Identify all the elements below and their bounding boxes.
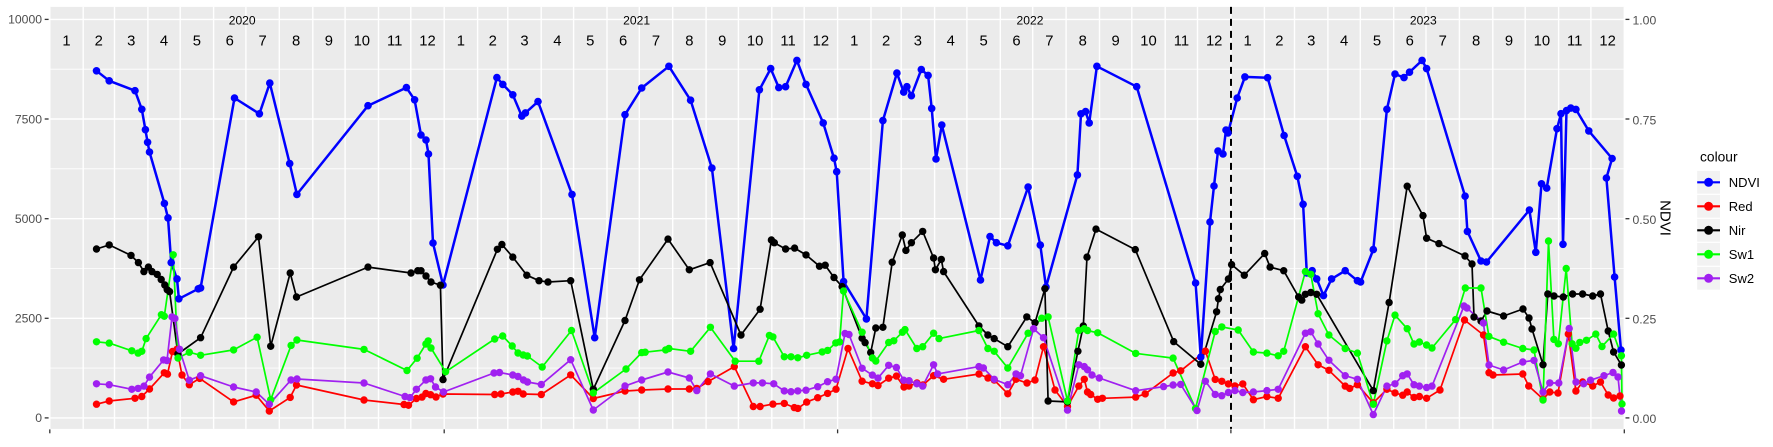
svg-text:7: 7 [652,34,660,50]
svg-text:1: 1 [62,34,70,50]
svg-text:8: 8 [1079,34,1087,50]
svg-text:5: 5 [1373,34,1381,50]
svg-text:4: 4 [553,34,561,50]
svg-text:0.50: 0.50 [1633,213,1657,227]
svg-text:9: 9 [1505,34,1513,50]
svg-text:3: 3 [127,34,135,50]
svg-text:4: 4 [160,34,168,50]
svg-text:Sw2: Sw2 [1729,271,1754,286]
svg-text:12: 12 [1206,34,1222,50]
svg-text:2021: 2021 [623,13,650,27]
svg-text:1: 1 [457,34,465,50]
svg-text:6: 6 [226,34,234,50]
svg-text:3: 3 [520,34,528,50]
svg-text:2: 2 [95,34,103,50]
svg-text:1: 1 [1243,34,1251,50]
svg-text:NDVI: NDVI [1657,200,1674,236]
svg-text:5: 5 [193,34,201,50]
svg-text:2023: 2023 [1410,13,1437,27]
svg-text:6: 6 [1406,34,1414,50]
svg-text:12: 12 [813,34,829,50]
svg-text:3: 3 [1307,34,1315,50]
svg-text:11: 11 [1174,34,1189,50]
svg-text:9: 9 [718,34,726,50]
svg-text:7: 7 [258,34,266,50]
svg-text:4: 4 [1340,34,1348,50]
svg-text:6: 6 [1012,34,1020,50]
svg-text:0: 0 [35,411,42,425]
svg-text:8: 8 [1472,34,1480,50]
svg-text:NDVI: NDVI [1729,175,1760,190]
svg-text:10: 10 [354,34,370,50]
svg-text:6: 6 [619,34,627,50]
svg-text:colour: colour [1700,150,1738,165]
svg-text:7500: 7500 [15,112,42,126]
svg-text:9: 9 [1111,34,1119,50]
svg-text:11: 11 [780,34,795,50]
svg-text:12: 12 [1599,34,1615,50]
svg-text:7: 7 [1045,34,1053,50]
svg-text:2500: 2500 [15,312,42,326]
svg-text:2: 2 [1275,34,1283,50]
svg-text:5: 5 [586,34,594,50]
svg-text:5000: 5000 [15,212,42,226]
svg-text:7: 7 [1439,34,1447,50]
svg-text:10: 10 [747,34,763,50]
svg-text:3: 3 [914,34,922,50]
svg-text:12: 12 [419,34,435,50]
svg-text:2: 2 [489,34,497,50]
svg-text:10: 10 [1140,34,1156,50]
svg-text:2022: 2022 [1017,13,1044,27]
svg-text:0.00: 0.00 [1633,412,1657,426]
svg-text:10000: 10000 [8,13,42,27]
svg-text:1.00: 1.00 [1633,14,1657,28]
svg-text:11: 11 [387,34,402,50]
svg-text:8: 8 [685,34,693,50]
svg-text:11: 11 [1567,34,1582,50]
svg-text:1: 1 [850,34,858,50]
svg-text:2020: 2020 [229,13,256,27]
svg-text:10: 10 [1534,34,1550,50]
svg-text:Red: Red [1729,199,1753,214]
svg-text:0.25: 0.25 [1633,313,1657,327]
svg-text:5: 5 [979,34,987,50]
svg-text:4: 4 [947,34,955,50]
svg-text:8: 8 [292,34,300,50]
svg-text:9: 9 [325,34,333,50]
svg-text:2: 2 [882,34,890,50]
svg-text:Sw1: Sw1 [1729,247,1754,262]
svg-text:0.75: 0.75 [1633,113,1657,127]
svg-text:Nir: Nir [1729,223,1746,238]
